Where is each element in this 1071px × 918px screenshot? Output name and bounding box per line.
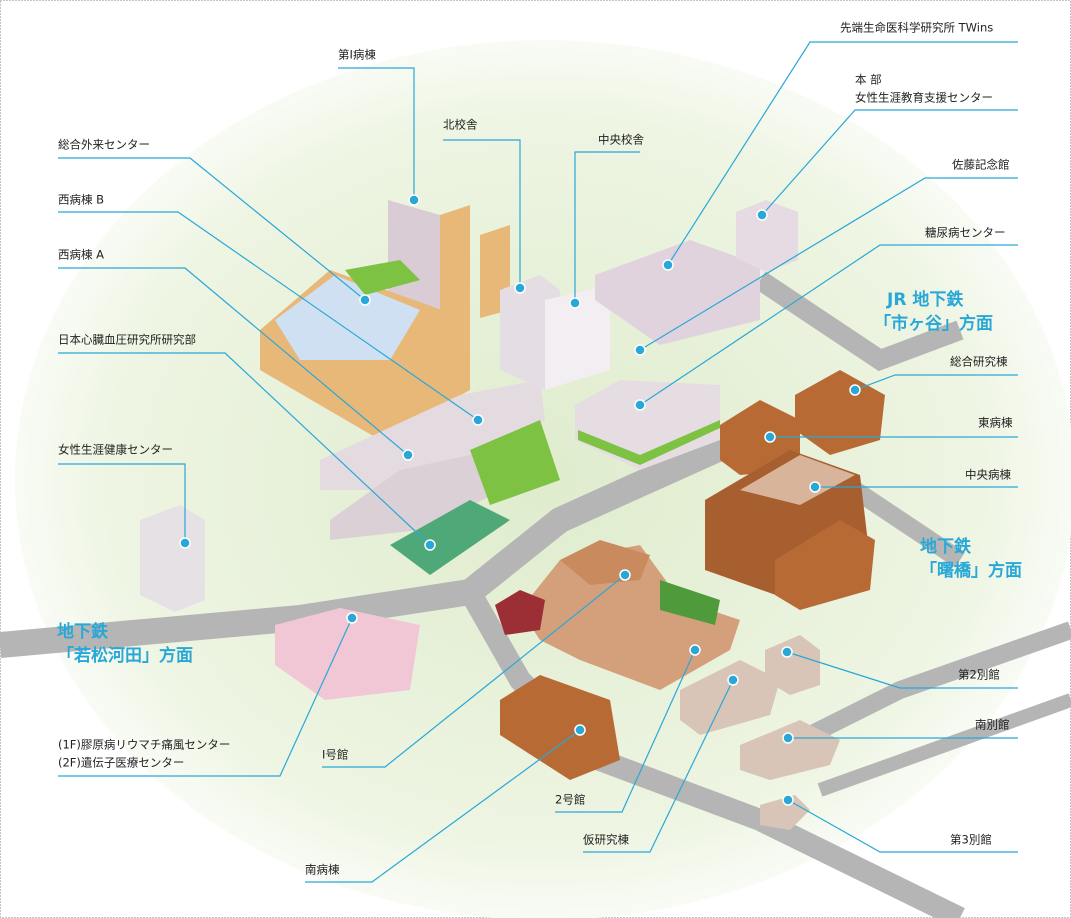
building-label: 総合研究棟 <box>950 355 1008 369</box>
marker-dot <box>360 295 370 305</box>
marker-dot <box>180 538 190 548</box>
marker-dot <box>850 385 860 395</box>
marker-dot <box>765 432 775 442</box>
building-label: 佐藤記念館 <box>952 158 1010 172</box>
building-label: 南病棟 <box>305 863 340 877</box>
marker-dot <box>347 613 357 623</box>
marker-dot <box>570 298 580 308</box>
building-label: 第Ⅰ病棟 <box>338 48 376 62</box>
building-label: 総合外来センター <box>58 138 150 152</box>
building-label: 南別館 <box>975 718 1010 732</box>
marker-dot <box>783 795 793 805</box>
direction-label: 地下鉄 <box>920 536 971 557</box>
marker-dot <box>473 415 483 425</box>
direction-label: 「曙橋」方面 <box>920 560 1022 581</box>
building-label: 仮研究棟 <box>583 833 629 847</box>
marker-dot <box>575 725 585 735</box>
building-label: 女性生涯教育支援センター <box>855 91 993 105</box>
building-label: 日本心臓血圧研究所研究部 <box>58 333 196 347</box>
building-label: 先端生命医科学研究所 TWins <box>840 21 993 35</box>
building-label: 本 部 <box>855 73 882 87</box>
building-label: 女性生涯健康センター <box>58 443 173 457</box>
marker-dot <box>620 570 630 580</box>
building-label: 東病棟 <box>978 416 1013 430</box>
building-label: Ⅰ号館 <box>322 748 348 762</box>
marker-dot <box>783 733 793 743</box>
marker-dot <box>728 675 738 685</box>
building-label: 糖尿病センター <box>925 226 1006 240</box>
marker-dot <box>810 482 820 492</box>
direction-label: 「若松河田」方面 <box>57 645 193 666</box>
marker-dot <box>635 345 645 355</box>
page: 第Ⅰ病棟総合外来センター西病棟 B 西病棟 A 日本心臓血圧研究所研究部女性生涯健康… <box>0 0 1071 918</box>
marker-dot <box>782 647 792 657</box>
building-label: 西病棟 B <box>58 193 104 207</box>
building-label: 第2別館 <box>958 668 1000 682</box>
campus-map: 第Ⅰ病棟総合外来センター西病棟 B 西病棟 A 日本心臓血圧研究所研究部女性生涯健康… <box>0 0 1071 918</box>
building-label: 西病棟 A <box>58 248 104 262</box>
direction-label: 地下鉄 <box>57 621 108 642</box>
marker-dot <box>690 645 700 655</box>
building <box>736 200 798 272</box>
building-label: (2F)遺伝子医療センター <box>58 756 184 770</box>
marker-dot <box>425 540 435 550</box>
marker-dot <box>515 283 525 293</box>
building <box>140 505 205 612</box>
marker-dot <box>663 260 673 270</box>
direction-label: 「市ヶ谷」方面 <box>874 313 993 334</box>
building-label: 中央校舎 <box>598 133 644 147</box>
marker-dot <box>409 195 419 205</box>
marker-dot <box>757 210 767 220</box>
building-label: 第3別館 <box>950 833 992 847</box>
direction-label: JR 地下鉄 <box>886 289 963 310</box>
building-label: 中央病棟 <box>965 468 1011 482</box>
marker-dot <box>403 450 413 460</box>
building-label: (1F)膠原病リウマチ痛風センター <box>58 738 230 752</box>
building-label: 2号館 <box>555 793 585 807</box>
marker-dot <box>635 400 645 410</box>
building-label: 北校舎 <box>443 118 478 132</box>
